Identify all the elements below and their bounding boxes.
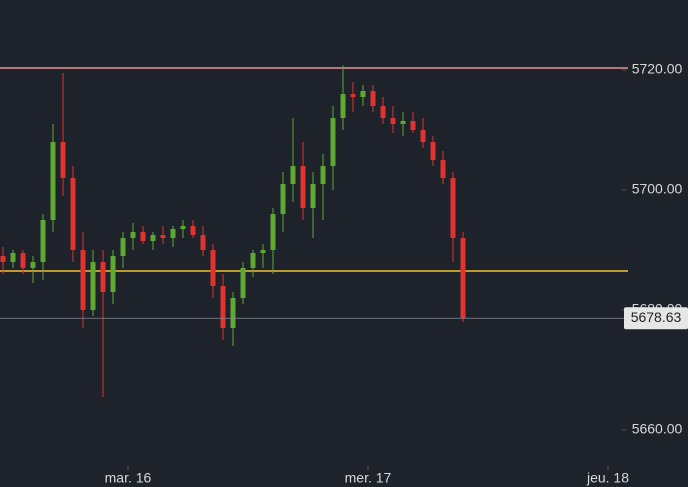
candle-body	[220, 286, 226, 329]
candle-body	[50, 142, 56, 221]
candle-body	[170, 229, 176, 239]
x-tick-label: mar. 16	[105, 470, 152, 486]
y-tick-label: 5660.00	[632, 421, 683, 437]
candle-body	[30, 262, 36, 269]
candle-body	[190, 226, 196, 236]
candle-body	[370, 91, 376, 107]
candle-body	[440, 160, 446, 179]
candle-body	[330, 118, 336, 167]
candle-body	[400, 121, 406, 125]
candle-body	[60, 142, 66, 179]
candle-body	[140, 232, 146, 242]
candle-body	[320, 166, 326, 185]
y-tick-label: 5700.00	[632, 181, 683, 197]
candle-body	[290, 166, 296, 185]
y-tick-label: 5720.00	[632, 61, 683, 77]
candle-body	[160, 235, 166, 239]
candle-body	[280, 184, 286, 215]
x-tick-label: jeu. 18	[586, 470, 629, 486]
candle-body	[150, 235, 156, 242]
candle-body	[380, 106, 386, 119]
candle-body	[430, 142, 436, 161]
candle-body	[10, 253, 16, 263]
x-tick-label: mer. 17	[345, 470, 392, 486]
candle-body	[120, 238, 126, 257]
candle-body	[460, 238, 466, 319]
candle-body	[360, 91, 366, 98]
candle-body	[250, 253, 256, 269]
candle-body	[110, 256, 116, 293]
candle-body	[230, 298, 236, 329]
candle-body	[0, 256, 6, 263]
candle-body	[130, 232, 136, 239]
candle-body	[240, 268, 246, 299]
candle-body	[180, 226, 186, 230]
candle-body	[310, 184, 316, 209]
candle-body	[70, 178, 76, 251]
price-label: 5678.63	[631, 309, 682, 325]
candle-body	[350, 94, 356, 98]
candle-body	[420, 130, 426, 143]
price-label-box	[624, 307, 688, 330]
candle-body	[90, 262, 96, 311]
candle-body	[300, 166, 306, 209]
candle-body	[210, 250, 216, 287]
candle-body	[390, 118, 396, 125]
candle-body	[80, 250, 86, 311]
candle-body	[200, 235, 206, 251]
candle-body	[340, 94, 346, 119]
candle-body	[450, 178, 456, 239]
candle-body	[260, 250, 266, 254]
candle-body	[40, 220, 46, 263]
candle-body	[270, 214, 276, 251]
candle-body	[100, 262, 106, 293]
candle-body	[410, 121, 416, 131]
candle-body	[20, 253, 26, 269]
